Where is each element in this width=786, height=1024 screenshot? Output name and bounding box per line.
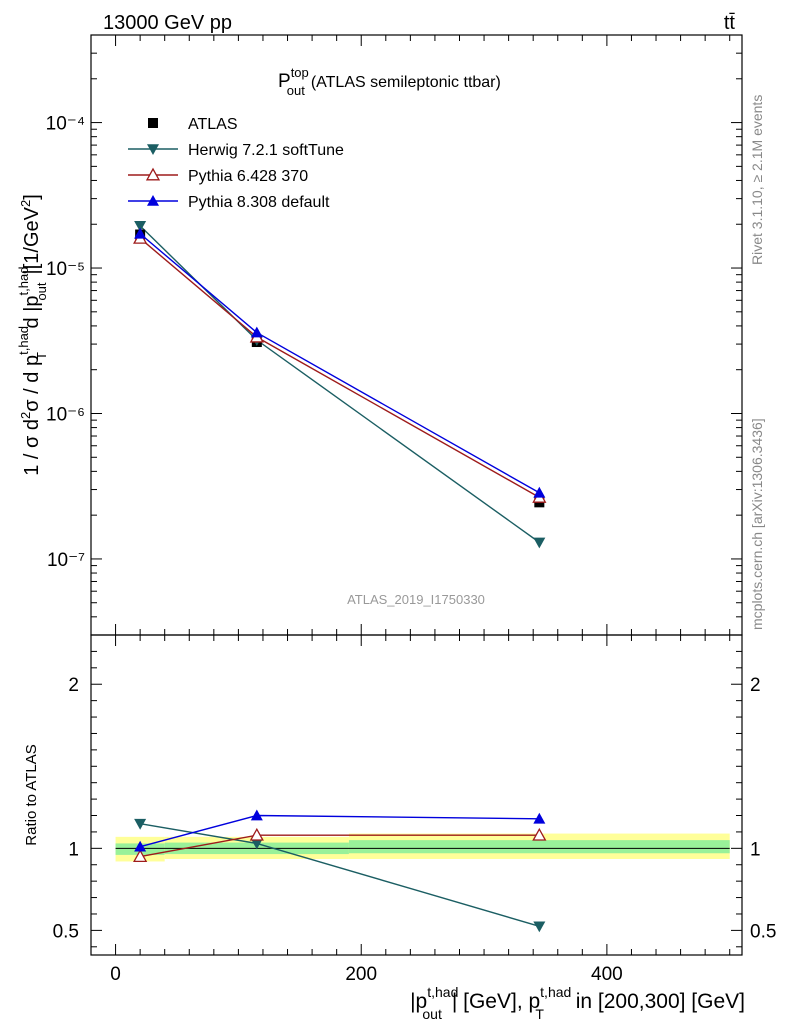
chart-title: Ptop out (ATLAS semileptonic ttbar) bbox=[278, 65, 501, 98]
main-y-tick-label: 10⁻⁵ bbox=[46, 259, 85, 280]
title-superscript: top bbox=[291, 65, 309, 80]
legend-label-0: ATLAS bbox=[188, 116, 238, 133]
x-axis-label: |pt,had out| [GeV], pt,had T in [200,300] … bbox=[410, 984, 745, 1022]
ratio-point-2-1 bbox=[250, 809, 263, 821]
ratio-point-1-0 bbox=[133, 849, 148, 862]
main-point-3-1 bbox=[250, 326, 263, 338]
ratio-point-2-0 bbox=[134, 840, 147, 852]
ratio-point-2-2 bbox=[533, 812, 546, 824]
x-tick-label: 400 bbox=[591, 964, 623, 985]
ratio-axis-ticks: 0.5 0.5 1 1 2 2 0 200 400 bbox=[53, 634, 776, 985]
analysis-id: ATLAS_2019_I1750330 bbox=[347, 592, 485, 607]
legend: ATLAS Herwig 7.2.1 softTune Pythia 6.428 3… bbox=[128, 116, 344, 211]
main-series-group bbox=[133, 221, 547, 549]
legend-label-1: Herwig 7.2.1 softTune bbox=[188, 142, 344, 159]
mcplots-label: mcplots.cern.ch [arXiv:1306.3436] bbox=[749, 418, 765, 630]
legend-marker-2 bbox=[145, 167, 161, 181]
process-label: tt̄ bbox=[724, 12, 736, 34]
title-main: P bbox=[278, 71, 291, 92]
energy-label: 13000 GeV pp bbox=[103, 12, 232, 34]
main-y-axis-label: 1 / σ d2σ / d pt,hadT d |pt,had out|[1/Ge… bbox=[16, 194, 49, 476]
legend-label-2: Pythia 6.428 370 bbox=[188, 168, 308, 185]
ratio-point-0-1 bbox=[250, 838, 263, 850]
main-point-1-0 bbox=[134, 221, 147, 232]
ratio-y-tick-label-right: 1 bbox=[750, 839, 761, 860]
x-tick-label: 200 bbox=[345, 964, 377, 985]
ratio-y-tick-label-left: 0.5 bbox=[53, 921, 79, 942]
title-rest: (ATLAS semileptonic ttbar) bbox=[311, 74, 501, 91]
legend-marker-3 bbox=[147, 195, 159, 206]
ratio-point-1-2 bbox=[532, 827, 547, 841]
ratio-y-tick-label-right: 2 bbox=[750, 675, 761, 696]
legend-label-3: Pythia 8.308 default bbox=[188, 194, 330, 211]
title-subscript: out bbox=[287, 83, 305, 98]
ratio-panel-frame bbox=[90, 634, 743, 956]
main-point-3-2 bbox=[533, 486, 546, 498]
ratio-y-tick-label-left: 1 bbox=[68, 839, 79, 860]
main-point-3-0 bbox=[134, 227, 147, 239]
ratio-band-green-2 bbox=[348, 840, 730, 854]
ratio-point-1-1 bbox=[249, 827, 264, 841]
ratio-y-tick-label-right: 0.5 bbox=[750, 921, 776, 942]
main-y-tick-label: 10⁻⁷ bbox=[47, 550, 85, 571]
main-point-1-2 bbox=[533, 537, 546, 549]
main-y-tick-label: 10⁻⁶ bbox=[46, 404, 85, 425]
ratio-uncertainty-bands bbox=[115, 833, 730, 862]
main-y-tick-label: 10⁻⁴ bbox=[46, 114, 85, 135]
ratio-point-0-2 bbox=[533, 921, 546, 933]
legend-marker-1 bbox=[147, 144, 159, 155]
ratio-series-group bbox=[133, 809, 547, 933]
main-series-line-3 bbox=[139, 233, 540, 494]
legend-marker-0 bbox=[148, 118, 158, 128]
rivet-version-label: Rivet 3.1.10, ≥ 2.1M events bbox=[749, 95, 765, 265]
ratio-y-tick-label-left: 2 bbox=[68, 675, 79, 696]
ratio-point-0-0 bbox=[134, 818, 147, 830]
ratio-y-axis-label: Ratio to ATLAS bbox=[23, 744, 40, 845]
main-axis-ticks: 10⁻⁷ 10⁻⁶ 10⁻⁵ 10⁻⁴ bbox=[46, 34, 742, 636]
x-tick-label: 0 bbox=[110, 964, 121, 985]
